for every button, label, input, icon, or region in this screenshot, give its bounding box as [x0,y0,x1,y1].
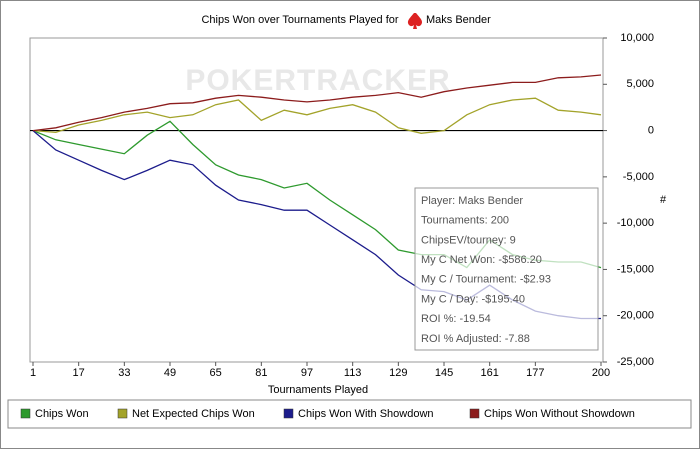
x-tick-label: 113 [344,367,362,379]
y-tick-label: -20,000 [617,310,654,322]
x-tick-label: 129 [389,367,407,379]
tooltip-line: Tournaments: 200 [421,215,509,227]
x-tick-label: 177 [526,367,544,379]
spade-icon [407,13,423,29]
series-line [32,97,602,134]
watermark: POKERTRACKER [185,64,450,97]
tooltip-line: Player: Maks Bender [421,195,523,207]
x-tick-label: 81 [255,367,267,379]
x-tick-label: 97 [301,367,313,379]
x-tick-label: 1 [30,367,36,379]
x-tick-label: 65 [210,367,222,379]
series-line [32,74,602,132]
y-tick-label: 10,000 [620,32,654,44]
legend-label: Chips Won Without Showdown [484,408,635,420]
legend-swatch [283,408,294,419]
tooltip-line: My C / Day: -$195.40 [421,293,525,305]
tooltip-line: My C / Tournament: -$2.93 [421,274,551,286]
y-tick-label: 5,000 [626,78,654,90]
legend-swatch [117,408,128,419]
legend-swatch [20,408,31,419]
y-tick-label: -15,000 [617,263,654,275]
y-tick-label: -10,000 [617,217,654,229]
legend-label: Net Expected Chips Won [132,408,255,420]
tooltip-box [414,187,599,351]
tooltip-line: ROI % Adjusted: -7.88 [421,333,530,345]
chart-title: Chips Won over Tournaments Played for [201,14,398,26]
x-tick-label: 49 [164,367,176,379]
tooltip-line: My C Net Won: -$586.20 [421,254,542,266]
x-tick-label: 33 [118,367,130,379]
x-tick-label: 200 [592,367,610,379]
legend-label: Chips Won [35,408,89,420]
tooltip-line: ChipsEV/tourney: 9 [421,234,516,246]
x-axis-label: Tournaments Played [268,384,368,396]
tooltip-line: ROI %: -19.54 [421,313,491,325]
x-tick-label: 17 [73,367,85,379]
y-tick-label: -5,000 [623,171,654,183]
legend-swatch [469,408,480,419]
y-axis-label: # [660,194,667,206]
legend-label: Chips Won With Showdown [298,408,434,420]
x-tick-label: 145 [435,367,453,379]
player-name: Maks Bender [426,14,491,26]
y-tick-label: -25,000 [617,356,654,368]
x-tick-label: 161 [481,367,499,379]
y-tick-label: 0 [648,124,654,136]
plot-frame [29,37,604,363]
